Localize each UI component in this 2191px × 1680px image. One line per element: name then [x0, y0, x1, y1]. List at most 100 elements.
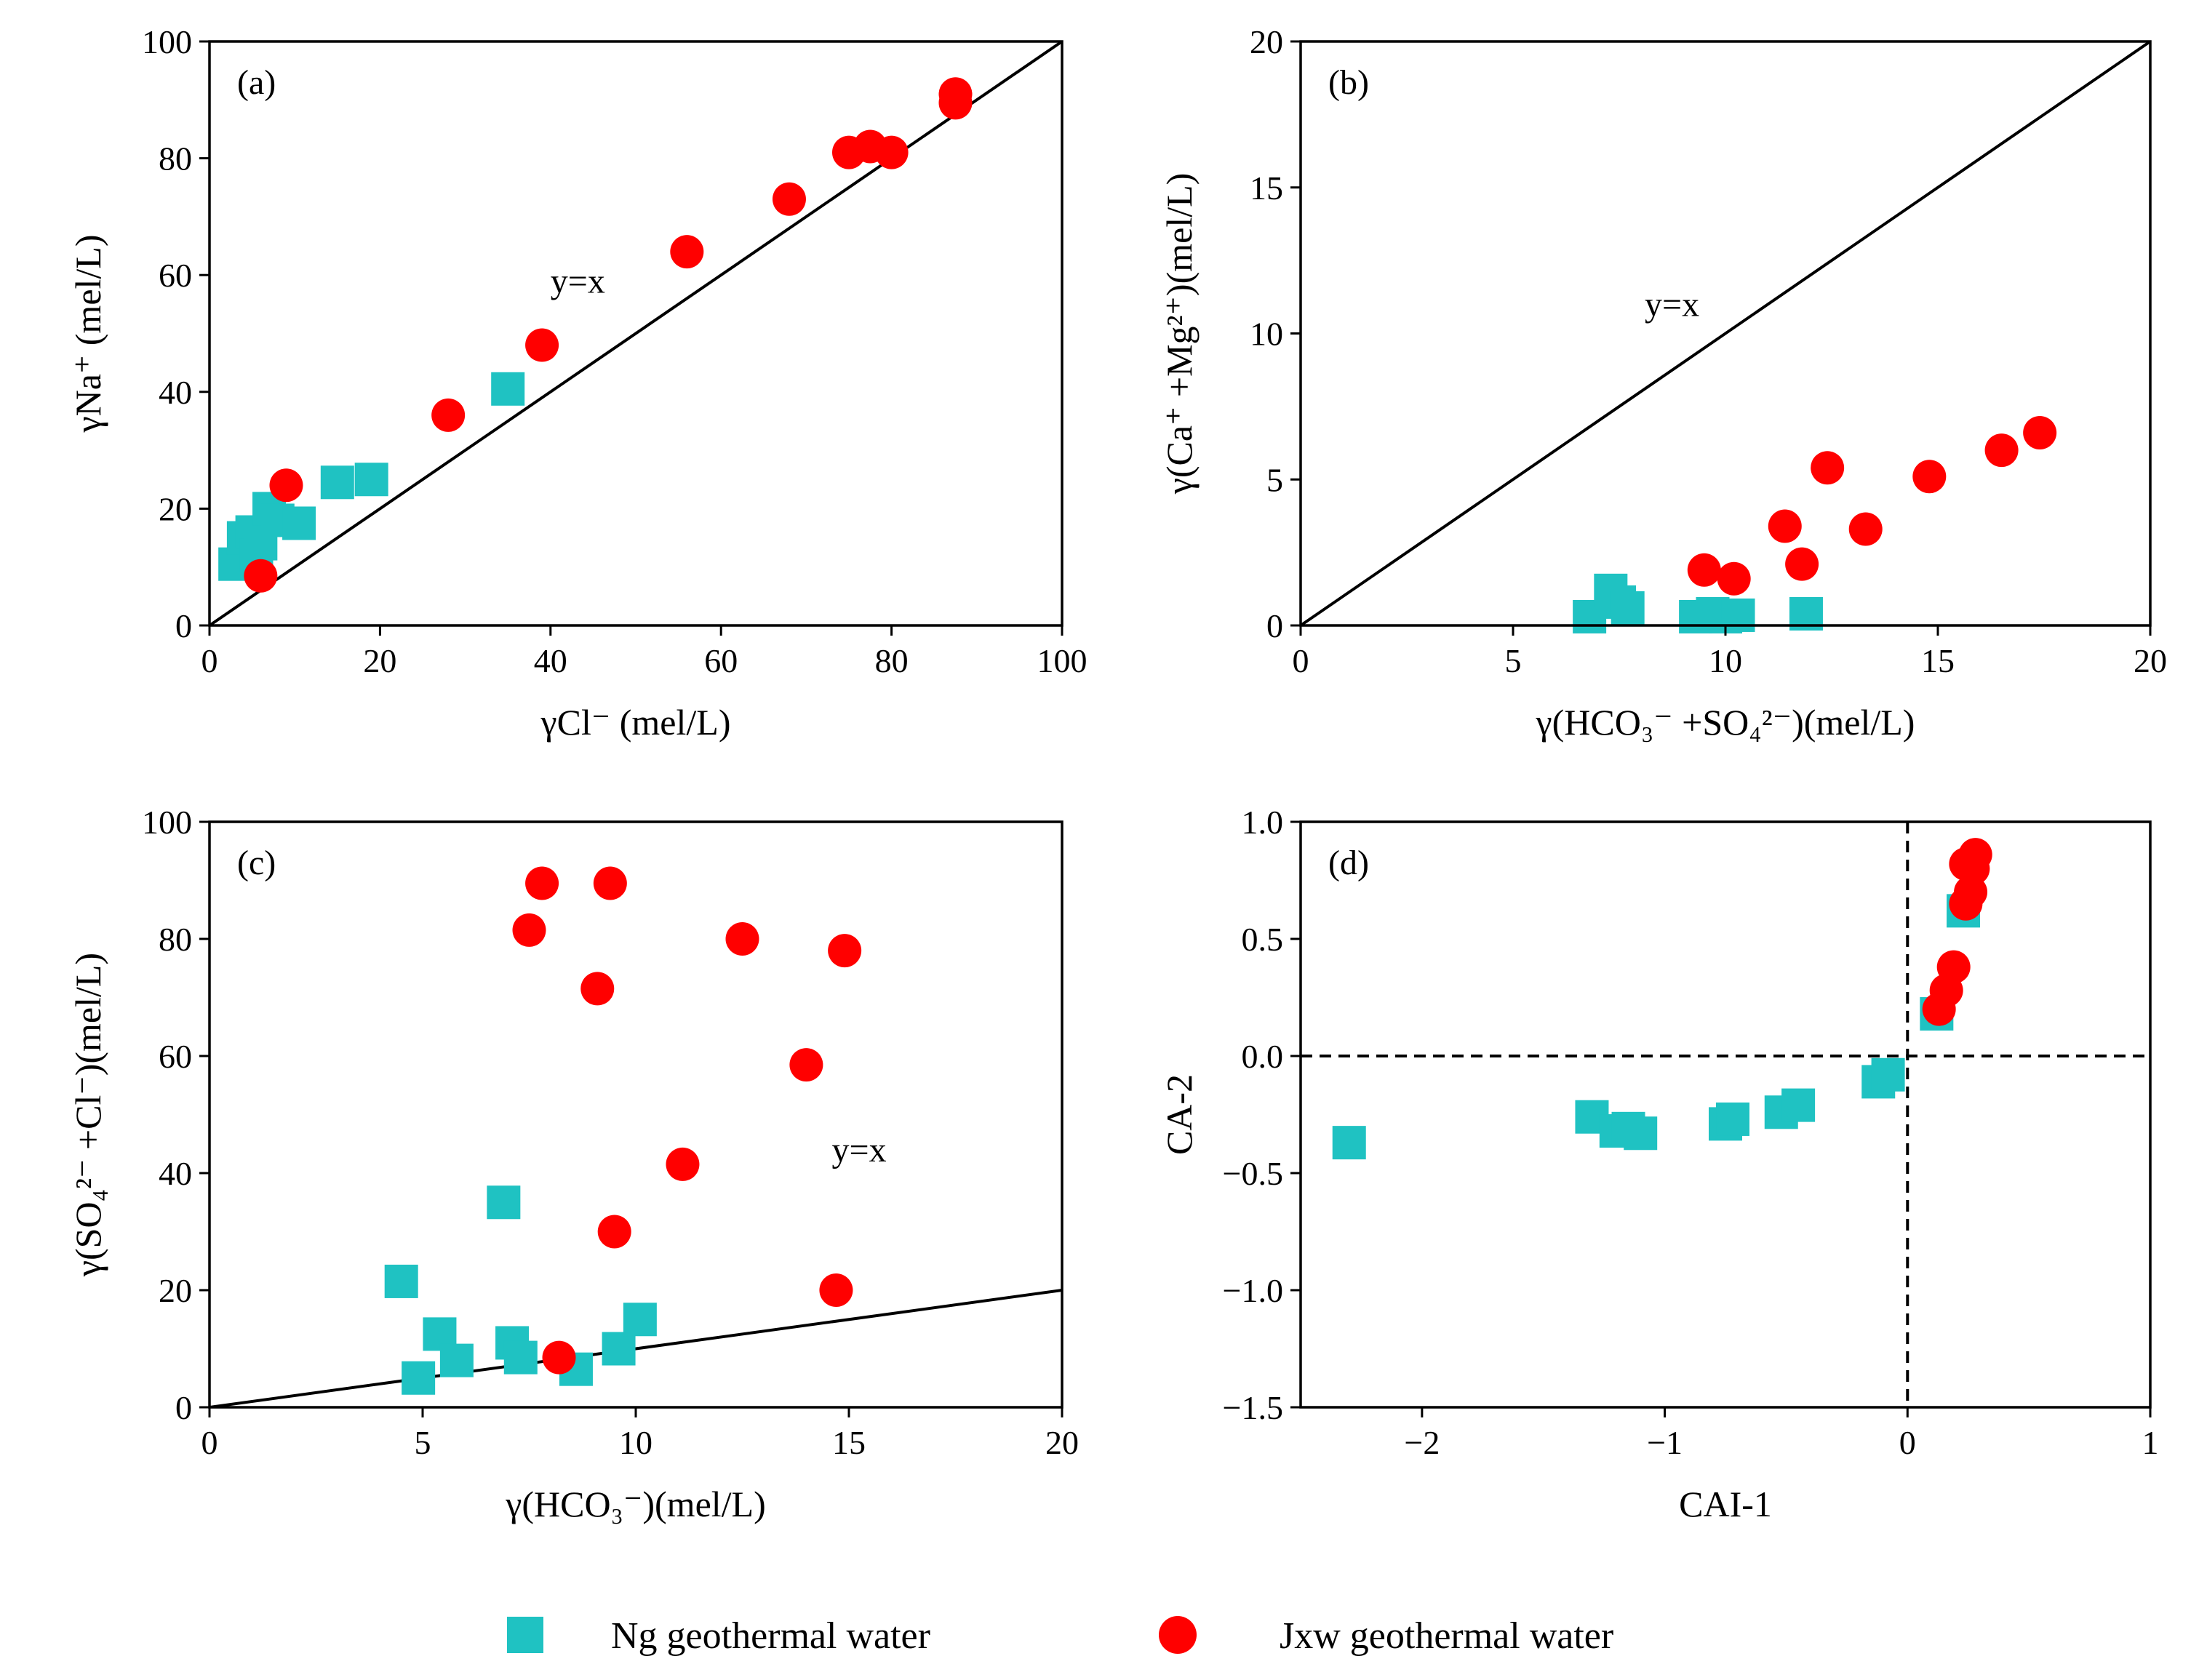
point-jxw-a-1 [269, 468, 303, 503]
y-tick-label-c-2: 40 [159, 1155, 192, 1192]
x-tick-label-d-1: −1 [1647, 1424, 1683, 1461]
y-tick-label-d-5: 1.0 [1242, 804, 1284, 841]
y-tick-label-b-3: 15 [1250, 169, 1283, 207]
point-jxw-c-10 [828, 934, 862, 968]
legend: Ng geothermal water Jxw geothermal water [507, 1615, 1613, 1657]
x-axis-label-c: γ(HCO₃⁻)(mel/L) [505, 1484, 766, 1524]
x-tick-label-d-3: 1 [2142, 1424, 2159, 1461]
point-jxw-b-5 [1848, 512, 1883, 546]
point-jxw-c-3 [580, 972, 615, 1006]
y-axis-label-c: γ(SO₄²⁻ +Cl⁻)(mel/L) [68, 953, 108, 1277]
x-tick-label-b-2: 10 [1709, 642, 1742, 679]
point-ng-d-8 [1781, 1088, 1816, 1122]
y-tick-label-b-4: 20 [1250, 23, 1283, 60]
y-tick-label-a-0: 0 [175, 607, 192, 644]
y-tick-label-c-4: 80 [159, 921, 192, 958]
point-jxw-c-5 [597, 1215, 631, 1249]
y-tick-label-a-1: 20 [159, 490, 192, 527]
y-axis-label-a: γNa⁺ (mel/L) [68, 235, 108, 433]
x-tick-label-a-1: 20 [363, 642, 396, 679]
x-axis-label-a: γCl⁻ (mel/L) [540, 702, 731, 743]
x-axis-label-d: CAI-1 [1679, 1484, 1772, 1524]
x-tick-label-b-1: 5 [1505, 642, 1522, 679]
y-tick-label-d-0: −1.5 [1223, 1389, 1283, 1426]
reference-line-c [209, 1289, 1062, 1407]
reference-line-label-b: y=x [1645, 285, 1699, 324]
point-jxw-b-3 [1785, 547, 1819, 581]
point-jxw-b-1 [1717, 561, 1751, 596]
point-jxw-a-3 [525, 328, 559, 362]
panel-label-d: (d) [1328, 844, 1369, 882]
y-tick-label-c-0: 0 [175, 1389, 192, 1426]
panel-d: −2 −1 0 1 −1.5 −1.0 −0.5 0.0 0.5 1.0 (d) CAI-1 CA-2 [1159, 804, 2159, 1524]
y-tick-label-d-1: −1.0 [1223, 1272, 1283, 1309]
legend-jxw-label: Jxw geothermal water [1280, 1615, 1613, 1657]
point-ng-c-0 [384, 1264, 418, 1298]
x-tick-label-d-0: −2 [1404, 1424, 1440, 1461]
point-ng-a-7 [282, 506, 316, 540]
panel-b: y=x 0 5 10 15 20 0 5 10 15 20 (b) γ(HCO₃⁻ +SO₄²⁻)(me… [1159, 23, 2167, 743]
point-ng-d-0 [1332, 1126, 1366, 1160]
point-jxw-c-9 [819, 1273, 853, 1307]
x-tick-label-d-2: 0 [1899, 1424, 1916, 1461]
x-tick-label-c-1: 5 [415, 1424, 431, 1461]
x-tick-label-a-4: 80 [875, 642, 909, 679]
panel-label-b: (b) [1328, 63, 1369, 102]
point-jxw-c-2 [542, 1340, 576, 1375]
plot-frame-d [1299, 820, 2152, 1409]
point-ng-d-6 [1716, 1102, 1750, 1136]
point-jxw-a-10 [938, 77, 973, 111]
y-tick-label-b-1: 5 [1266, 461, 1283, 498]
x-tick-label-c-3: 15 [832, 1424, 866, 1461]
legend-jxw-marker [1159, 1616, 1197, 1654]
point-ng-c-9 [623, 1303, 657, 1337]
point-ng-a-9 [354, 463, 388, 497]
point-ng-a-8 [320, 465, 354, 500]
point-jxw-a-0 [244, 559, 278, 593]
y-tick-label-d-4: 0.5 [1242, 921, 1284, 958]
y-tick-label-b-0: 0 [1266, 607, 1283, 644]
panel-a: y=x 0 20 40 60 80 100 0 20 40 60 80 100 (a) γCl⁻ (mel/… [68, 23, 1087, 743]
point-jxw-a-4 [670, 235, 704, 269]
x-tick-label-b-4: 20 [2134, 642, 2167, 679]
x-tick-label-b-3: 15 [1921, 642, 1955, 679]
y-tick-label-d-2: −0.5 [1223, 1155, 1283, 1192]
y-tick-label-a-2: 40 [159, 374, 192, 411]
x-tick-label-a-2: 40 [534, 642, 567, 679]
point-jxw-b-2 [1768, 509, 1802, 543]
y-tick-label-b-2: 10 [1250, 316, 1283, 353]
panel-c: y=x 0 5 10 15 20 0 20 40 60 80 100 (c) γ(HCO₃⁻)(mel/L… [68, 804, 1079, 1524]
point-jxw-c-4 [593, 866, 627, 900]
point-jxw-d-7 [1958, 838, 1992, 872]
point-jxw-b-8 [2023, 416, 2057, 450]
y-tick-label-c-1: 20 [159, 1272, 192, 1309]
point-jxw-a-2 [431, 398, 466, 432]
point-ng-c-3 [439, 1343, 474, 1377]
x-tick-label-b-0: 0 [1293, 642, 1309, 679]
y-axis-label-d: CA-2 [1159, 1074, 1200, 1155]
point-jxw-c-1 [525, 866, 559, 900]
point-jxw-d-2 [1936, 950, 1971, 984]
x-tick-label-c-0: 0 [201, 1424, 218, 1461]
point-jxw-a-5 [772, 182, 806, 216]
point-ng-c-8 [602, 1332, 636, 1366]
point-jxw-a-8 [874, 135, 909, 169]
panel-label-a: (a) [237, 63, 276, 102]
y-tick-label-c-5: 100 [142, 804, 192, 841]
y-tick-label-a-3: 60 [159, 257, 192, 294]
point-jxw-b-0 [1687, 553, 1721, 587]
y-tick-label-a-5: 100 [142, 23, 192, 60]
reference-line-b [1301, 41, 2150, 625]
point-jxw-c-0 [512, 913, 546, 947]
point-jxw-c-7 [725, 922, 759, 956]
y-axis-label-b: γ(Ca⁺ +Mg²⁺)(mel/L) [1159, 173, 1200, 495]
point-jxw-b-4 [1811, 451, 1845, 485]
x-tick-label-c-4: 20 [1045, 1424, 1079, 1461]
y-tick-label-c-3: 60 [159, 1038, 192, 1075]
x-tick-label-a-0: 0 [201, 642, 218, 679]
plot-frame-a [208, 40, 1063, 627]
legend-ng-marker [507, 1617, 543, 1653]
y-tick-label-d-3: 0.0 [1242, 1038, 1284, 1075]
x-axis-label-b: γ(HCO₃⁻ +SO₄²⁻)(mel/L) [1536, 702, 1915, 743]
